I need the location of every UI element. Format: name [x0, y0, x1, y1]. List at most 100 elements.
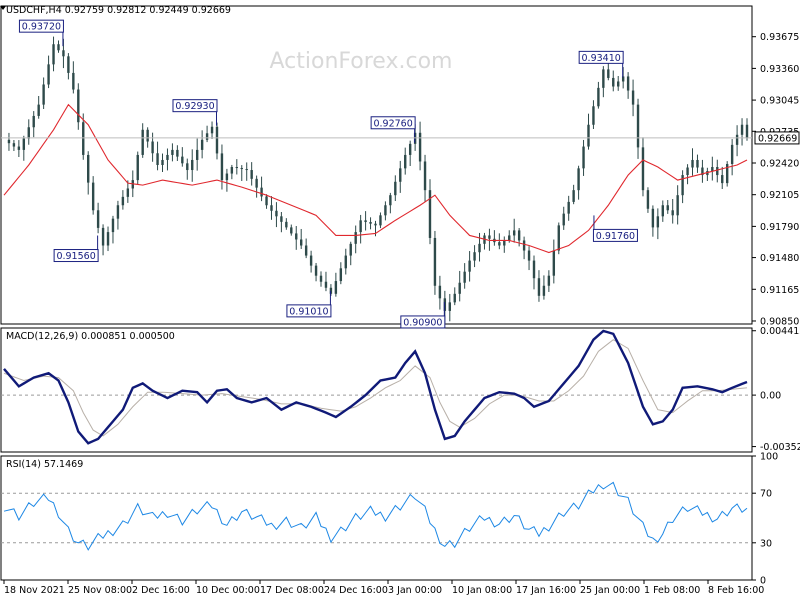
candle-body	[200, 139, 204, 150]
candle-body	[220, 153, 224, 181]
candle-body	[91, 182, 95, 211]
annotation-box	[172, 99, 218, 113]
price-axis: 0.936750.933600.930450.927350.924200.921…	[752, 32, 799, 327]
candle-body	[314, 265, 318, 276]
candle-body	[597, 87, 600, 107]
candle-body	[151, 141, 154, 154]
price-annotations: 0.93720 0.92930 0.91560 0.91010 0.92760 0.909…	[18, 19, 638, 329]
candle-body	[745, 124, 749, 138]
macd-panel-title: MACD(12,26,9) 0.000851 0.000500	[6, 331, 175, 342]
candle-body	[547, 275, 551, 286]
candle-body	[428, 190, 432, 238]
y-tick-label: 0.93675	[760, 32, 799, 43]
candle-body	[161, 159, 164, 165]
candle-body	[552, 250, 556, 276]
y-tick-label: 0.90850	[760, 316, 799, 327]
candle-body	[671, 210, 674, 216]
candle-body	[52, 44, 55, 65]
candle-body	[651, 208, 655, 228]
macd-lines	[3, 329, 748, 445]
current-price-box	[754, 131, 800, 145]
candle-body	[141, 129, 144, 155]
y-tick-label: 0.93045	[760, 96, 799, 107]
y-tick-label: 30	[760, 538, 772, 549]
candle-body	[542, 285, 546, 296]
candle-body	[280, 216, 283, 222]
candle-body	[87, 154, 90, 183]
candle-body	[562, 213, 565, 226]
candle-body	[686, 167, 689, 176]
candle-body	[240, 168, 243, 170]
candle-body	[275, 210, 278, 217]
candle-body	[126, 188, 130, 197]
candle-body	[250, 170, 253, 179]
candle-body	[265, 196, 268, 206]
candle-body	[195, 149, 199, 160]
y-tick-label: 0.00	[760, 391, 781, 402]
candle-body	[186, 163, 189, 171]
annotation-label: 0.91560	[56, 251, 95, 262]
candle-body	[101, 227, 105, 246]
annotation-label: 0.91760	[596, 231, 635, 242]
candle-body	[621, 76, 625, 82]
current-price-marker: 0.92669	[1, 131, 800, 145]
annotation-box	[400, 315, 446, 329]
candle-body	[359, 220, 362, 233]
candle-body	[77, 89, 80, 123]
candle-body	[12, 143, 16, 147]
candle-body	[27, 127, 30, 139]
y-tick-label: 0.92105	[760, 190, 799, 201]
candle-body	[448, 302, 451, 311]
candle-body	[740, 124, 744, 135]
y-tick-label: 0	[760, 576, 766, 587]
panel-frame	[0, 455, 753, 581]
candle-body	[37, 104, 40, 116]
candle-body	[136, 154, 139, 181]
candle-body	[389, 195, 392, 206]
candle-body	[225, 173, 229, 181]
candle-body	[42, 84, 45, 105]
candle-body	[319, 275, 323, 282]
candle-body	[572, 190, 575, 202]
candle-body	[691, 159, 694, 168]
candle-body	[735, 134, 739, 145]
collapse-arrow-icon[interactable]	[0, 6, 6, 10]
candle-body	[676, 195, 679, 216]
candle-body	[116, 205, 120, 219]
candle-body	[156, 153, 159, 165]
candle-body	[488, 235, 491, 239]
candle-body	[730, 144, 734, 164]
candle-body	[532, 260, 536, 279]
candle-body	[344, 255, 347, 269]
candle-body	[72, 72, 75, 90]
candle-body	[527, 250, 531, 261]
candle-body	[96, 210, 100, 228]
candle-body	[171, 149, 174, 155]
x-tick-label: 17 Jan 16:00	[516, 585, 576, 596]
candle-body	[62, 50, 65, 57]
candle-body	[631, 90, 635, 105]
candle-body	[394, 181, 397, 196]
candle-body	[508, 235, 511, 241]
time-axis: 18 Nov 2021 25 Nov 08:00 2 Dec 16:00 10 Dec…	[3, 580, 764, 596]
candle-body	[617, 81, 620, 87]
watermark: ActionForex.com	[270, 49, 453, 74]
y-tick-label: 0.93360	[760, 64, 799, 75]
x-tick-label: 18 Nov 2021	[4, 585, 65, 596]
candle-body	[711, 167, 714, 172]
candle-body	[47, 64, 50, 85]
candle-body	[641, 147, 645, 191]
candle-body	[592, 106, 595, 125]
candle-body	[408, 143, 412, 155]
y-tick-label: 70	[760, 489, 772, 500]
candle-body	[582, 146, 585, 169]
annotation-box	[370, 116, 416, 130]
x-tick-label: 8 Feb 16:00	[708, 585, 764, 596]
x-tick-label: 1 Feb 08:00	[644, 585, 700, 596]
candle-body	[304, 245, 308, 256]
candle-body	[656, 216, 660, 228]
candle-body	[82, 122, 85, 155]
candle-body	[67, 56, 70, 73]
candle-body	[418, 132, 422, 162]
